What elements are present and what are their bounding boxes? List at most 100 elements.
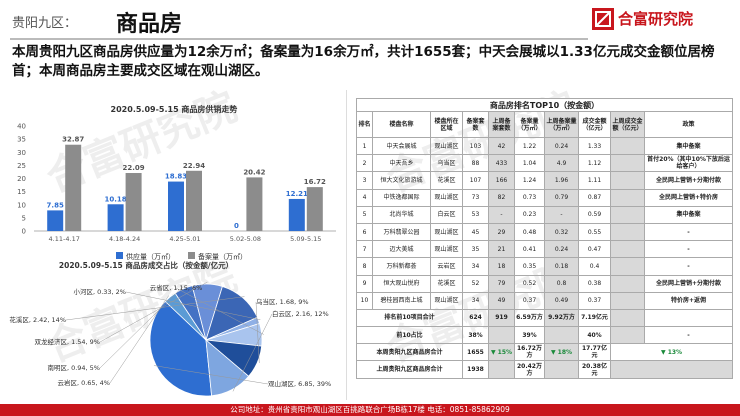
header-subtitle: 贵阳九区： <box>12 16 78 31</box>
table-cell: 恒大文化旅游城 <box>372 171 431 190</box>
total-cell: 624 <box>462 308 489 328</box>
bar-value-label: 12.21 <box>286 190 308 198</box>
pie-slice-label: 双龙经济区, 1.54, 9% <box>34 337 100 346</box>
table-title: 商品房排名TOP10（按金额） <box>355 98 734 112</box>
header-rule <box>10 38 588 40</box>
table-row: 3 恒大文化旅游城 花溪区 107 166 1.24 1.96 1.11 全民网上营销+分期付款 <box>356 171 734 190</box>
total-cell: 9.92万方 <box>544 308 579 328</box>
table-cell: 0.8 <box>544 274 579 293</box>
table-cell: 3 <box>356 171 373 190</box>
table-cell: 0.23 <box>514 205 545 224</box>
header-cell: 上周备案量（万㎡） <box>544 111 579 138</box>
last-cell <box>544 360 579 379</box>
table-cell <box>610 240 645 259</box>
bars: 7.85 32.87 10.18 22.09 18.83 22.94 0 20.42 12.21… <box>47 136 326 231</box>
legend-label-supply: 供应量（万㎡） <box>126 252 175 261</box>
total-cell: 919 <box>488 308 515 328</box>
last-cell <box>488 360 515 379</box>
pie-slice-label: 观山湖区, 6.85, 39% <box>268 379 331 388</box>
table-cell: 2 <box>356 154 373 173</box>
pie-slice-label: 南明区, 0.94, 5% <box>47 363 100 372</box>
table-cell: 4 <box>356 188 373 207</box>
header-cell: 成交金额（亿元） <box>578 111 611 138</box>
logo-text: 合富研究院 <box>618 10 694 28</box>
supply-record-bar-chart: 2020.5.09-5.15 商品房供销走势 0510152025303540 … <box>17 104 336 243</box>
header-cell: 上周成交金额（亿元） <box>610 111 645 138</box>
table-cell: 82 <box>488 188 515 207</box>
y-tick-label: 40 <box>17 123 26 131</box>
table-cell: 中天吾乡 <box>372 154 431 173</box>
table-cell: 49 <box>488 291 515 310</box>
last-cell: 20.42万方 <box>514 360 545 379</box>
table-cell: 79 <box>488 274 515 293</box>
table-cell: 北尚华城 <box>372 205 431 224</box>
pie-labels: 观山湖区, 6.85, 39% 云岩区, 0.65, 4% 南明区, 0.94, 5… <box>9 281 331 392</box>
table-cell: 88 <box>462 154 489 173</box>
table-cell: - <box>544 205 579 224</box>
table-row: 4 中铁逸都国际 观山湖区 73 82 0.73 0.79 0.87 全民网上营销+特价房 <box>356 188 734 207</box>
table-cell: 103 <box>462 136 489 156</box>
table-cell: 7 <box>356 240 373 259</box>
down-arrow-icon: ▼ <box>550 348 558 356</box>
table-cell: 观山湖区 <box>430 188 463 207</box>
share-label: 前10占比 <box>356 326 463 345</box>
pie-leader-line <box>99 286 183 369</box>
share-cell: 39% <box>514 326 545 345</box>
table-cell <box>610 274 645 293</box>
legend-label-record: 备案量（万㎡） <box>198 252 247 261</box>
pie-slice-label: 乌当区, 1.68, 9% <box>256 297 309 306</box>
table-cell <box>610 171 645 190</box>
table-cell: 1 <box>356 136 373 156</box>
district-pie-chart: 2020.5.09-5.15 商品房成交占比（按金额/亿元） 观山湖区, 6.8… <box>9 260 331 397</box>
table-cell: - <box>488 205 515 224</box>
table-cell: 0.41 <box>514 240 545 259</box>
table-cell: 4.9 <box>544 154 579 173</box>
table-cell: 5 <box>356 205 373 224</box>
pie-leader-line <box>125 291 261 320</box>
table-cell: 34 <box>462 291 489 310</box>
table-cell: 107 <box>462 171 489 190</box>
header-cell: 备案套数 <box>462 111 489 138</box>
table-row: 6 万科翡翠公园 观山湖区 45 29 0.48 0.32 0.55 - <box>356 222 734 242</box>
table-cell: 0.4 <box>578 257 611 276</box>
share-cell <box>488 326 515 345</box>
last-cell: 1938 <box>462 360 489 379</box>
table-cell: 乌当区 <box>430 154 463 173</box>
y-tick-label: 25 <box>17 162 26 170</box>
table-cell: 0.52 <box>514 274 545 293</box>
table-cell: 全民网上营销+分期付款 <box>643 171 734 190</box>
table-cell: 1.24 <box>514 171 545 190</box>
table-cell: 集中备案 <box>643 136 734 156</box>
table-cell: 0.49 <box>544 291 579 310</box>
table-cell: 0.73 <box>514 188 545 207</box>
page-title: 商品房 <box>116 12 183 37</box>
pie-slices <box>149 283 263 397</box>
header-cell: 楼盘名称 <box>372 111 431 138</box>
table-cell: 0.79 <box>544 188 579 207</box>
last-cell: 20.38亿元 <box>578 360 611 379</box>
table-cell: 35 <box>462 240 489 259</box>
table-cell: 10 <box>356 291 373 310</box>
summary-text: 本周贵阳九区商品房供应量为12余万㎡；备案量为16余万㎡，共计1655套；中天会… <box>12 44 715 79</box>
pie-leader-line <box>153 365 269 385</box>
table-cell: 0.47 <box>578 240 611 259</box>
table-row: 10 碧桂园西南上城 观山湖区 34 49 0.37 0.49 0.37 特价房+返佣 <box>356 291 734 310</box>
table-cell: 1.22 <box>514 136 545 156</box>
table-cell: 中天会展城 <box>372 136 431 156</box>
bar-supply <box>107 204 124 231</box>
table-cell: 0.24 <box>544 136 579 156</box>
table-cell: 观山湖区 <box>430 240 463 259</box>
pie-leader-line <box>232 313 273 392</box>
table-cell: 碧桂园西南上城 <box>372 291 431 310</box>
x-ticks: 4.11-4.17 4.18-4.24 4.25-5.01 5.02-5.08 5.09… <box>49 235 322 243</box>
table-cell: 0.38 <box>578 274 611 293</box>
header-cell: 政策 <box>643 111 734 138</box>
table-cell: 0.24 <box>544 240 579 259</box>
down-arrow-icon: ▼ <box>661 348 668 356</box>
table-cell: 花溪区 <box>430 274 463 293</box>
pie-leader-line <box>255 301 260 363</box>
table-cell: 全民网上营销+分期付款 <box>643 274 734 293</box>
table-row: 2 中天吾乡 乌当区 88 433 1.04 4.9 1.12 首付20%（其中10%下放后运给… <box>356 154 734 173</box>
bar-legend: 供应量（万㎡） 备案量（万㎡） <box>116 252 247 261</box>
